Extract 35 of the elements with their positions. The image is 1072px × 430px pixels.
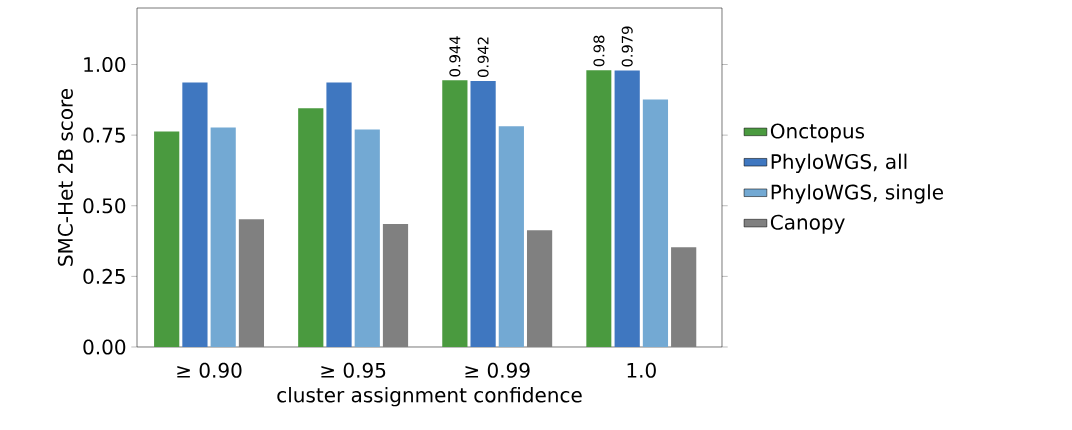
y-tick-label: 0.25 bbox=[83, 268, 125, 284]
bar bbox=[642, 99, 669, 347]
bar bbox=[526, 230, 553, 347]
data-label: 0.942 bbox=[477, 37, 489, 77]
data-label: 0.98 bbox=[593, 35, 605, 67]
data-label: 0.944 bbox=[449, 36, 461, 77]
bar bbox=[586, 70, 612, 347]
y-tick-label: 1.00 bbox=[84, 56, 126, 73]
y-tick-label: 0.75 bbox=[83, 127, 125, 143]
bar bbox=[182, 82, 208, 347]
y-tick-label: 0.50 bbox=[83, 198, 126, 214]
legend-label: PhyloWGS, single bbox=[771, 184, 943, 204]
bar bbox=[382, 224, 409, 347]
bar bbox=[298, 108, 324, 347]
bar bbox=[238, 219, 265, 347]
bar bbox=[671, 247, 697, 347]
legend-label: Onctopus bbox=[770, 123, 865, 143]
x-tick-label: ≥ 0.95 bbox=[321, 362, 386, 378]
bar bbox=[326, 82, 352, 347]
bar bbox=[154, 131, 180, 347]
y-tick-label: 0.00 bbox=[83, 339, 126, 355]
bar bbox=[470, 80, 496, 347]
bar bbox=[498, 126, 524, 347]
legend-label: PhyloWGS, all bbox=[771, 153, 907, 173]
x-tick-label: ≥ 0.99 bbox=[465, 362, 530, 378]
bar bbox=[210, 127, 236, 347]
y-axis-title: SMC-Het 2B score bbox=[57, 88, 73, 266]
bar bbox=[614, 70, 640, 347]
x-tick-label: ≥ 0.90 bbox=[177, 362, 242, 378]
x-axis-title: cluster assignment confidence bbox=[277, 387, 582, 407]
x-tick-label: 1.0 bbox=[627, 362, 656, 378]
bar bbox=[442, 80, 468, 347]
legend-label: Canopy bbox=[770, 214, 845, 234]
bar bbox=[354, 129, 380, 347]
data-label: 0.979 bbox=[621, 26, 633, 67]
